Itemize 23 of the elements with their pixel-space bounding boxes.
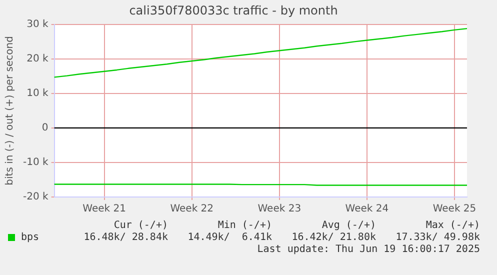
text: 14.49k/ 6.41k (186, 232, 272, 244)
text: 17.33k/ 49.98k (394, 232, 480, 244)
x-tick-label: Week 25 (432, 204, 476, 215)
legend-label: bps (21, 232, 40, 243)
y-axis-title: bits in (-) / out (+) per second (4, 36, 16, 186)
x-tick-label: Week 24 (345, 204, 389, 215)
y-tick-label: 20 k (26, 54, 49, 65)
text: Max (-/+) (424, 220, 480, 231)
y-tick-label: 30 k (26, 18, 49, 30)
chart-title: cali350f780033c traffic - by month (129, 3, 338, 18)
x-tick-label: Week 21 (82, 204, 126, 215)
text: Cur (-/+) (112, 220, 168, 231)
y-tick-label: 0 (42, 122, 48, 134)
text: Avg (-/+) (320, 220, 376, 231)
text: Min (-/+) (216, 220, 272, 231)
y-tick-label: -10 k (22, 157, 48, 168)
y-tick-label: -20 k (22, 192, 48, 203)
text: 16.42k/ 21.80k (290, 232, 376, 244)
text: Last update: Thu Jun 19 16:00:17 2025 (256, 244, 480, 255)
text: 16.48k/ 28.84k (82, 232, 168, 244)
x-tick-label: Week 22 (170, 204, 214, 215)
y-tick-label: 10 k (26, 88, 49, 100)
x-tick-label: Week 23 (258, 204, 302, 215)
